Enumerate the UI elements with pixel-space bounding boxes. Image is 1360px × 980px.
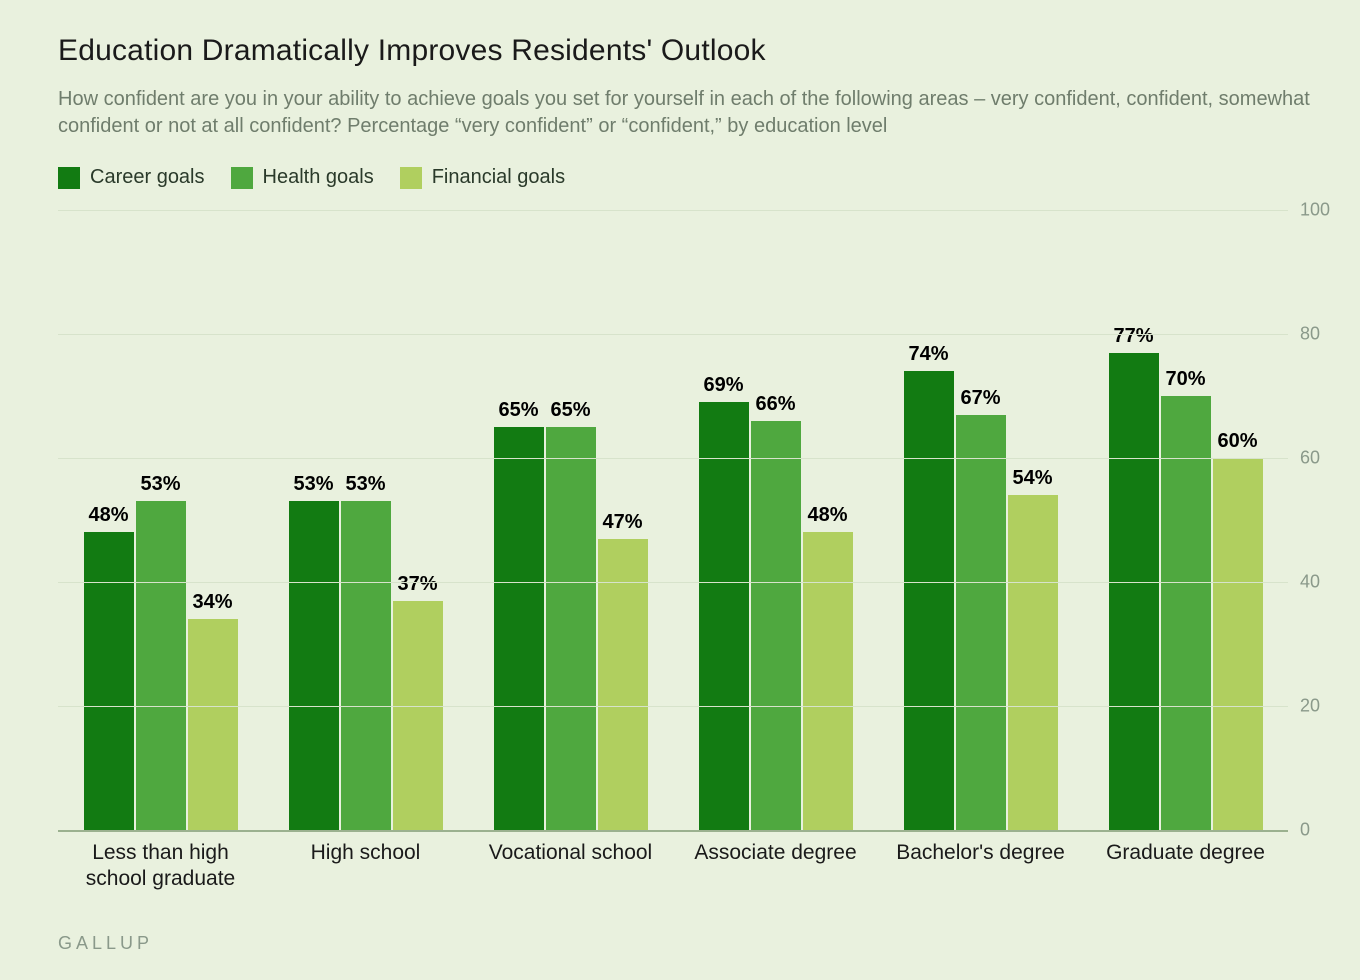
x-axis-label: Less than high school graduate	[58, 840, 263, 920]
bars-layer: 48%53%34%53%53%37%65%65%47%69%66%48%74%6…	[58, 210, 1288, 830]
y-tick-label: 40	[1300, 572, 1350, 593]
legend-item: Financial goals	[400, 166, 565, 189]
bar-value-label: 48%	[84, 504, 134, 527]
x-axis-label: High school	[263, 840, 468, 920]
x-axis-labels: Less than high school graduateHigh schoo…	[58, 840, 1288, 920]
chart-legend: Career goals Health goals Financial goals	[58, 166, 565, 189]
gridline	[58, 210, 1288, 211]
bar: 77%	[1109, 353, 1159, 830]
bar: 74%	[904, 371, 954, 830]
bar-value-label: 70%	[1161, 368, 1211, 391]
gridline	[58, 706, 1288, 707]
bar-value-label: 47%	[598, 511, 648, 534]
legend-label: Financial goals	[432, 166, 565, 189]
y-tick-label: 60	[1300, 448, 1350, 469]
bar-value-label: 53%	[136, 473, 186, 496]
bar-value-label: 74%	[904, 343, 954, 366]
bar: 37%	[393, 601, 443, 830]
chart-title: Education Dramatically Improves Resident…	[58, 34, 766, 68]
legend-label: Health goals	[263, 166, 374, 189]
footer-brand: GALLUP	[58, 933, 153, 954]
bar-value-label: 53%	[341, 473, 391, 496]
bar: 34%	[188, 619, 238, 830]
bar-value-label: 37%	[393, 573, 443, 596]
bar: 67%	[956, 415, 1006, 830]
bar: 53%	[341, 501, 391, 830]
bar: 69%	[699, 402, 749, 830]
bar: 70%	[1161, 396, 1211, 830]
bar: 66%	[751, 421, 801, 830]
chart-subtitle: How confident are you in your ability to…	[58, 86, 1310, 140]
bar-value-label: 53%	[289, 473, 339, 496]
bar: 48%	[803, 532, 853, 830]
bar-value-label: 60%	[1213, 430, 1263, 453]
y-tick-label: 0	[1300, 820, 1350, 841]
bar: 65%	[546, 427, 596, 830]
legend-swatch	[231, 167, 253, 189]
bar-value-label: 69%	[699, 374, 749, 397]
x-axis-label: Vocational school	[468, 840, 673, 920]
bar: 65%	[494, 427, 544, 830]
bar-value-label: 77%	[1109, 325, 1159, 348]
plot-area: 48%53%34%53%53%37%65%65%47%69%66%48%74%6…	[58, 210, 1288, 830]
gridline	[58, 582, 1288, 583]
bar: 53%	[136, 501, 186, 830]
bar-value-label: 65%	[494, 399, 544, 422]
y-tick-label: 80	[1300, 324, 1350, 345]
gridline	[58, 830, 1288, 832]
gridline	[58, 458, 1288, 459]
bar-value-label: 65%	[546, 399, 596, 422]
bar-value-label: 66%	[751, 393, 801, 416]
legend-swatch	[58, 167, 80, 189]
bar-value-label: 34%	[188, 591, 238, 614]
bar: 48%	[84, 532, 134, 830]
legend-item: Health goals	[231, 166, 374, 189]
x-axis-label: Graduate degree	[1083, 840, 1288, 920]
gridline	[58, 334, 1288, 335]
legend-item: Career goals	[58, 166, 205, 189]
bar: 60%	[1213, 458, 1263, 830]
bar-value-label: 67%	[956, 387, 1006, 410]
legend-label: Career goals	[90, 166, 205, 189]
x-axis-label: Bachelor's degree	[878, 840, 1083, 920]
y-tick-label: 100	[1300, 200, 1350, 221]
bar-value-label: 54%	[1008, 467, 1058, 490]
bar: 54%	[1008, 495, 1058, 830]
legend-swatch	[400, 167, 422, 189]
chart-stage: Education Dramatically Improves Resident…	[0, 0, 1360, 980]
x-axis-label: Associate degree	[673, 840, 878, 920]
bar: 53%	[289, 501, 339, 830]
y-tick-label: 20	[1300, 696, 1350, 717]
bar-value-label: 48%	[803, 504, 853, 527]
